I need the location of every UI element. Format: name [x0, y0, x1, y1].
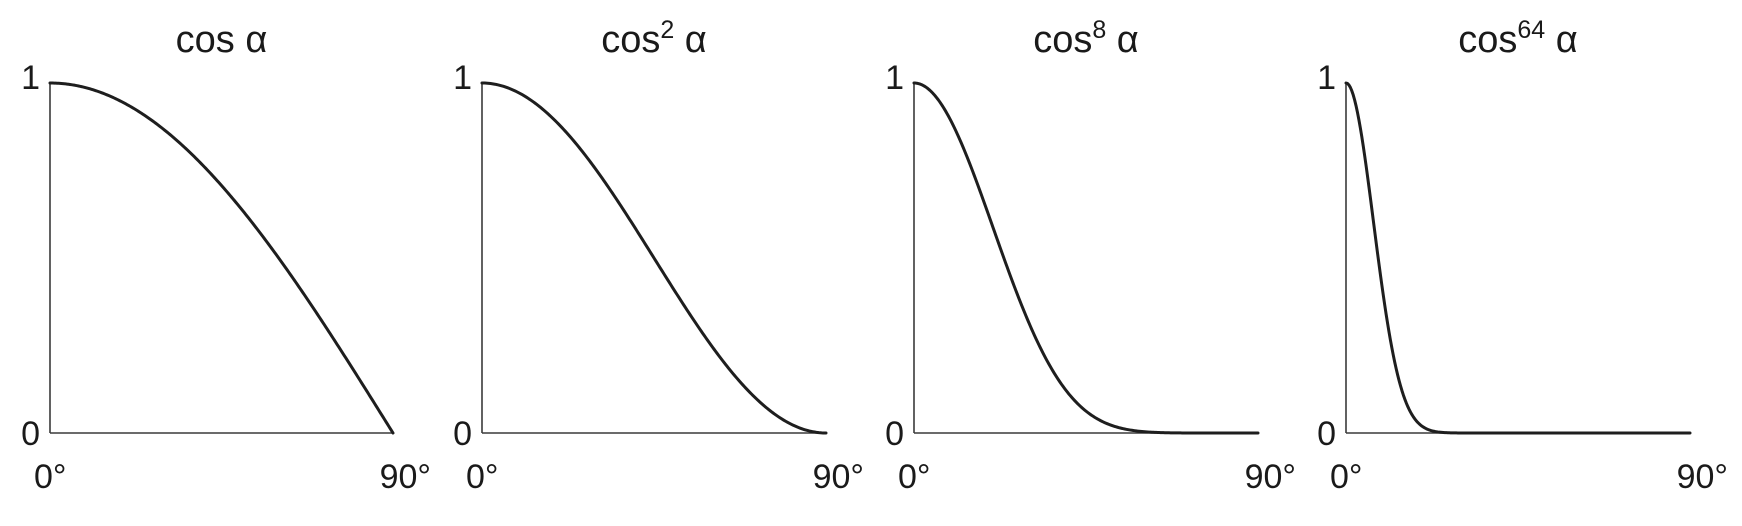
y-tick-label-min: 0: [21, 415, 40, 453]
x-tick-label-max: 90°: [813, 458, 864, 496]
x-tick-label-min: 0°: [898, 458, 931, 496]
title-exponent: 64: [1517, 16, 1545, 44]
title-variable: α: [674, 19, 707, 61]
x-tick-label-min: 0°: [34, 458, 67, 496]
series-line: [1346, 83, 1690, 433]
chart-panel-4: cos64 α 0 1 0° 90°: [1317, 16, 1728, 496]
y-tick-label-min: 0: [453, 415, 472, 453]
y-tick-label-max: 1: [1317, 59, 1336, 97]
panel-title: cos8 α: [1033, 16, 1139, 61]
y-tick-label-max: 1: [453, 59, 472, 97]
title-base: cos: [1033, 19, 1092, 61]
title-variable: α: [1106, 19, 1139, 61]
title-variable: α: [1545, 19, 1578, 61]
chart-panel-2: cos2 α 0 1 0° 90°: [453, 16, 864, 496]
y-tick-label-max: 1: [885, 59, 904, 97]
series-line: [914, 83, 1258, 433]
title-variable: α: [235, 19, 268, 61]
y-tick-label-min: 0: [885, 415, 904, 453]
x-tick-label-max: 90°: [380, 458, 431, 496]
x-tick-label-max: 90°: [1677, 458, 1728, 496]
panel-title: cos64 α: [1458, 16, 1577, 61]
x-tick-label-min: 0°: [466, 458, 499, 496]
y-tick-label-max: 1: [21, 59, 40, 97]
panel-title: cos2 α: [601, 16, 707, 61]
x-tick-label-max: 90°: [1245, 458, 1296, 496]
title-base: cos: [601, 19, 660, 61]
title-base: cos: [176, 19, 235, 61]
panel-title: cos α: [176, 19, 268, 61]
title-exponent: 8: [1092, 16, 1106, 44]
title-base: cos: [1458, 19, 1517, 61]
title-exponent: 2: [660, 16, 674, 44]
series-line: [50, 83, 393, 433]
chart-panel-3: cos8 α 0 1 0° 90°: [885, 16, 1296, 496]
chart-panel-1: cos α 0 1 0° 90°: [21, 19, 431, 496]
y-tick-label-min: 0: [1317, 415, 1336, 453]
x-tick-label-min: 0°: [1330, 458, 1363, 496]
